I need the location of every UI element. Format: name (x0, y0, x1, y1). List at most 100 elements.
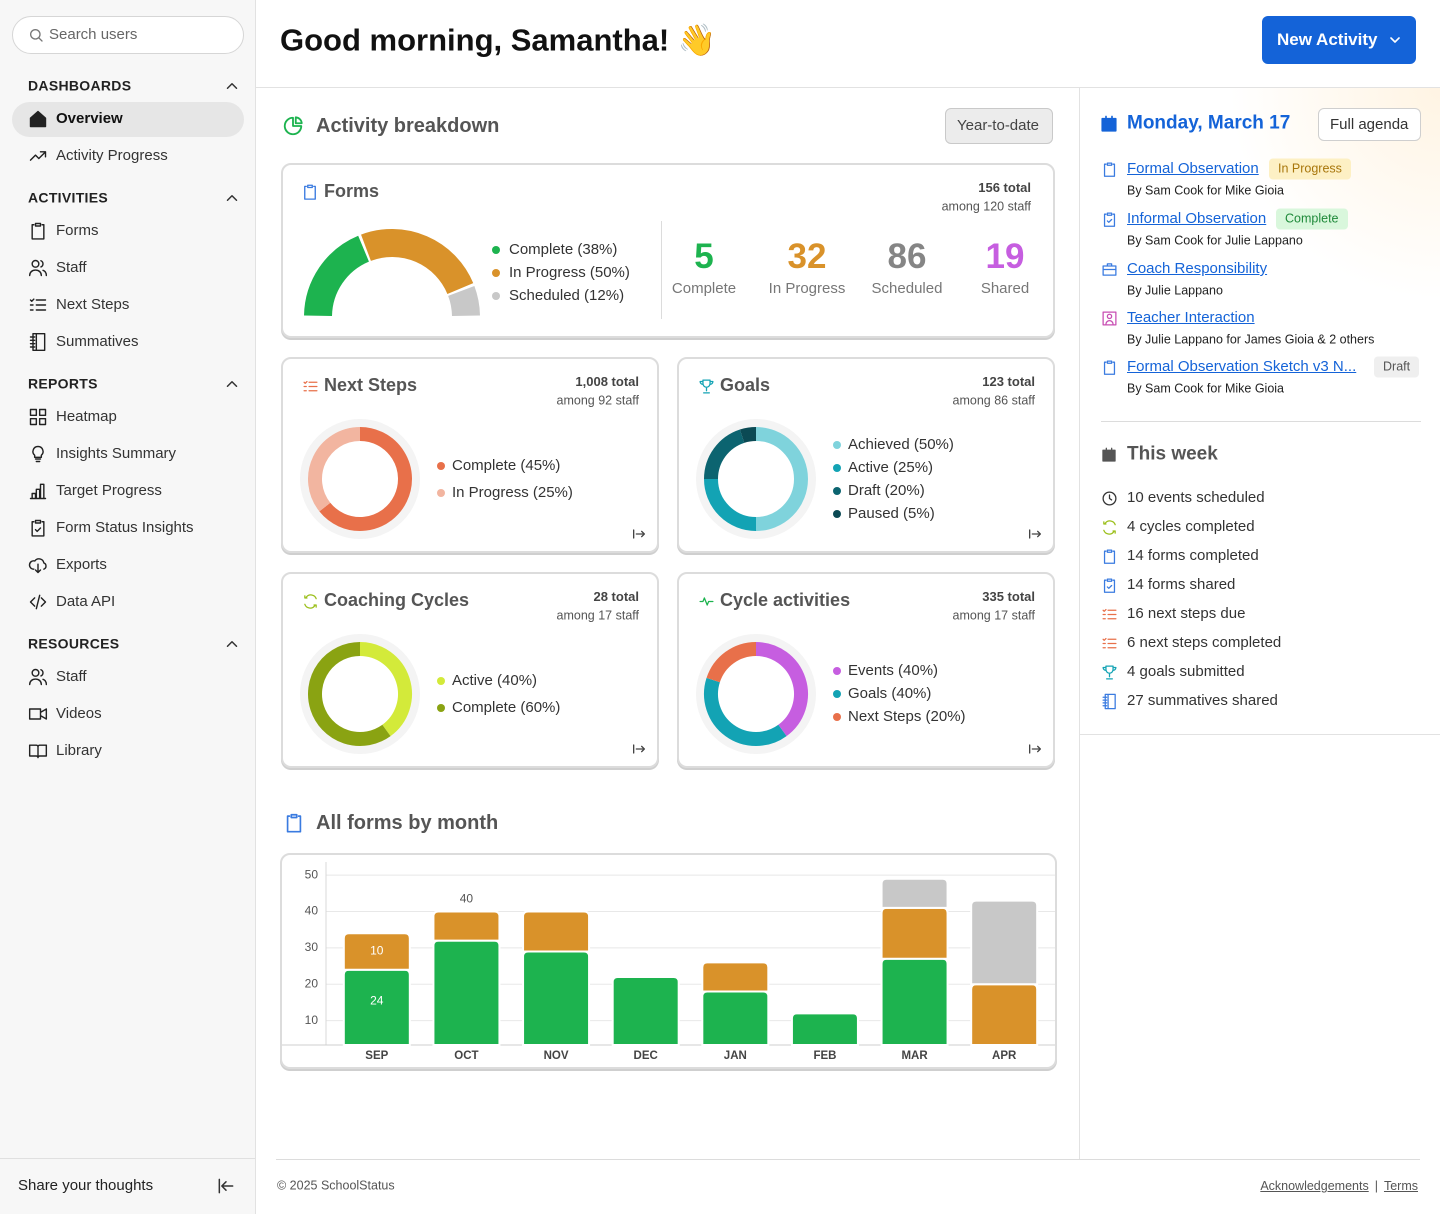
icon (1103, 548, 1115, 564)
donut-segment (704, 677, 787, 746)
x-tick-label: OCT (454, 1050, 478, 1062)
icon (1101, 115, 1117, 132)
card-staff: among 92 staff (556, 393, 639, 408)
icon-path (31, 222, 45, 240)
icon (698, 596, 714, 606)
nav-item[interactable]: Activity Progress (56, 147, 168, 164)
full-agenda-button[interactable]: Full agenda (1318, 108, 1421, 141)
agenda-title[interactable]: Formal Observation (1127, 160, 1259, 177)
icon-path (1101, 693, 1116, 709)
copyright: © 2025 SchoolStatus (277, 1178, 395, 1193)
icon-path (1101, 608, 1117, 619)
agenda-title[interactable]: Informal Observation (1127, 210, 1267, 227)
card-total: 335 total (982, 589, 1035, 605)
agenda-title[interactable]: Teacher Interaction (1127, 309, 1255, 326)
breakdown-card: Goals 123 total among 86 staff Achieved (50… (677, 357, 1055, 553)
y-tick-label: 40 (305, 904, 319, 918)
legend-label: Paused (5%) (848, 504, 935, 522)
legend-label: In Progress (25%) (452, 483, 573, 501)
icon[interactable] (631, 526, 647, 542)
bar-segment (701, 961, 770, 993)
week-item: 27 summatives shared (1127, 692, 1278, 709)
legend-dot (833, 509, 841, 518)
week-item: 16 next steps due (1127, 605, 1246, 622)
nav-item[interactable]: Heatmap (56, 408, 117, 425)
icon (1102, 447, 1116, 462)
icon[interactable] (1027, 526, 1043, 542)
nav-item[interactable]: Library (56, 742, 102, 759)
donut-hole (308, 642, 412, 746)
nav-item[interactable]: Staff (56, 668, 87, 685)
nav-item[interactable]: Forms (56, 222, 99, 239)
icon-path (29, 110, 47, 128)
card-title: Cycle activities (720, 590, 851, 611)
nav-item[interactable]: Target Progress (56, 482, 162, 499)
bar-segment (790, 1012, 859, 1046)
footer-link[interactable]: Acknowledgements (1260, 1179, 1369, 1193)
icon-path (1101, 664, 1117, 680)
icon-path (31, 519, 45, 537)
bar-segment (611, 975, 680, 1046)
donut-segment (308, 427, 361, 512)
divider (1101, 421, 1421, 422)
feedback-link[interactable]: Share your thoughts (18, 1177, 154, 1194)
y-tick-label: 20 (305, 976, 319, 990)
active-item-bg (12, 101, 244, 137)
legend-dot (492, 292, 500, 300)
nav-item[interactable]: Data API (56, 593, 116, 610)
icon (29, 110, 47, 128)
bar-segment (522, 910, 591, 953)
icon[interactable] (631, 741, 647, 757)
breakdown-card: Cycle activities 335 total among 17 staff E… (677, 572, 1055, 768)
search-box[interactable]: Search users (12, 16, 244, 54)
icon (286, 813, 302, 833)
filter-button[interactable]: Year-to-date (945, 108, 1053, 144)
agenda-by: By Julie Lappano for James Gioia & 2 oth… (1127, 332, 1375, 347)
gauge-segment (304, 235, 370, 317)
legend-label: Active (40%) (452, 671, 538, 689)
status-badge: In Progress (1269, 158, 1351, 180)
nav-item[interactable]: Overview (56, 110, 123, 127)
icon (1101, 310, 1117, 326)
bar-segment (522, 950, 591, 1046)
nav-item[interactable]: Next Steps (56, 296, 130, 313)
icon (1103, 211, 1115, 227)
stat-label: In Progress (768, 280, 846, 297)
icon-path (29, 332, 46, 352)
y-tick-label: 50 (305, 867, 319, 881)
nav-item[interactable]: Summatives (56, 333, 139, 350)
icon (1103, 161, 1115, 177)
icon-path (698, 378, 714, 394)
card-total: 123 total (982, 374, 1035, 390)
agenda-title[interactable]: Coach Responsibility (1127, 260, 1268, 277)
card-total: 28 total (593, 589, 639, 605)
legend-dot (492, 246, 500, 254)
nav-item[interactable]: Exports (56, 556, 107, 573)
icon-path (1103, 161, 1115, 177)
icon (1101, 664, 1117, 680)
section-title: Activity breakdown (316, 115, 500, 137)
agenda-title[interactable]: Formal Observation Sketch v3 N... (1127, 358, 1357, 375)
nav-item[interactable]: Insights Summary (56, 445, 177, 462)
icon[interactable] (1027, 741, 1043, 757)
icon (28, 668, 48, 686)
bar-segment (701, 990, 770, 1046)
main: Activity breakdown Year-to-date Forms 156 t… (256, 88, 1079, 1160)
nav-item[interactable]: Videos (56, 705, 102, 722)
icon-path (29, 298, 47, 311)
status-badge: Draft (1374, 356, 1420, 378)
donut (300, 419, 420, 539)
nav-item[interactable]: Staff (56, 259, 87, 276)
bar-segment (970, 899, 1039, 986)
nav-item[interactable]: Form Status Insights (56, 519, 194, 536)
new-activity-button[interactable]: New Activity (1262, 16, 1416, 64)
agenda-by: By Sam Cook for Mike Gioia (1127, 381, 1284, 396)
footer-link[interactable]: Terms (1383, 1179, 1418, 1193)
legend-dot (833, 463, 841, 472)
stat-value: 32 (787, 237, 827, 276)
icon-path (1102, 447, 1116, 462)
icon-path (1103, 548, 1115, 564)
icon (1101, 693, 1116, 709)
stat-value: 86 (887, 237, 927, 276)
greeting: Good morning, Samantha! 👋 (280, 22, 717, 58)
